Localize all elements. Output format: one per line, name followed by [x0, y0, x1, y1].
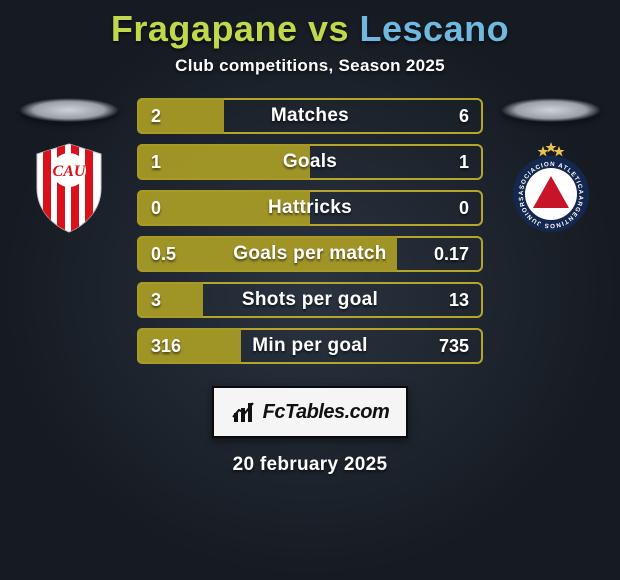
stat-value-right: 13	[449, 290, 469, 311]
stat-value-right: 0	[459, 198, 469, 219]
subtitle: Club competitions, Season 2025	[175, 56, 445, 76]
stats-column: 2 6 Matches 1 1 Goals 0 0 Hattricks 0.5 0.17 Goals …	[137, 98, 483, 364]
stat-row: 2 6 Matches	[137, 98, 483, 134]
stat-row: 1 1 Goals	[137, 144, 483, 180]
club-crest-left: CAU	[21, 140, 117, 236]
player-shadow-right	[501, 98, 601, 122]
stat-row: 316 735 Min per goal	[137, 328, 483, 364]
brand-text: FcTables.com	[263, 401, 390, 424]
stat-value-left: 0	[151, 198, 161, 219]
stat-label: Goals	[283, 151, 337, 173]
comparison-card: Fragapane vs Lescano Club competitions, …	[0, 0, 620, 580]
svg-text:CAU: CAU	[53, 163, 87, 180]
main-row: CAU 2 6 Matches 1 1 Goals 0 0 Hattricks 0.5 0.17 Go…	[0, 98, 620, 364]
player-shadow-left	[19, 98, 119, 122]
stat-row: 0 0 Hattricks	[137, 190, 483, 226]
logo-icon	[231, 399, 257, 425]
title-vs: vs	[297, 8, 359, 49]
stat-value-right: 0.17	[434, 244, 469, 265]
stat-label: Min per goal	[252, 335, 368, 357]
stat-label: Shots per goal	[242, 289, 378, 311]
shield-icon: CAU	[21, 140, 117, 236]
stat-value-right: 735	[439, 336, 469, 357]
stat-value-left: 1	[151, 152, 161, 173]
title-player2: Lescano	[360, 8, 510, 49]
stat-value-left: 2	[151, 106, 161, 127]
stat-bar-fill	[137, 282, 203, 318]
stat-label: Hattricks	[268, 197, 352, 219]
badge-icon: ASOCIACION ATLETICA ARGENTINOS JUNIORS	[503, 140, 599, 236]
title-player1: Fragapane	[111, 8, 298, 49]
stat-label: Matches	[271, 105, 349, 127]
stat-value-left: 0.5	[151, 244, 176, 265]
stat-value-left: 316	[151, 336, 181, 357]
stat-row: 3 13 Shots per goal	[137, 282, 483, 318]
club-crest-right: ASOCIACION ATLETICA ARGENTINOS JUNIORS	[503, 140, 599, 236]
page-title: Fragapane vs Lescano	[111, 8, 509, 50]
stat-value-right: 6	[459, 106, 469, 127]
stat-row: 0.5 0.17 Goals per match	[137, 236, 483, 272]
left-side: CAU	[19, 98, 119, 236]
date-label: 20 february 2025	[233, 454, 388, 476]
stat-bar-fill	[137, 98, 224, 134]
stat-label: Goals per match	[233, 243, 386, 265]
stat-value-right: 1	[459, 152, 469, 173]
brand-box: FcTables.com	[212, 386, 408, 438]
right-side: ASOCIACION ATLETICA ARGENTINOS JUNIORS	[501, 98, 601, 236]
stat-value-left: 3	[151, 290, 161, 311]
